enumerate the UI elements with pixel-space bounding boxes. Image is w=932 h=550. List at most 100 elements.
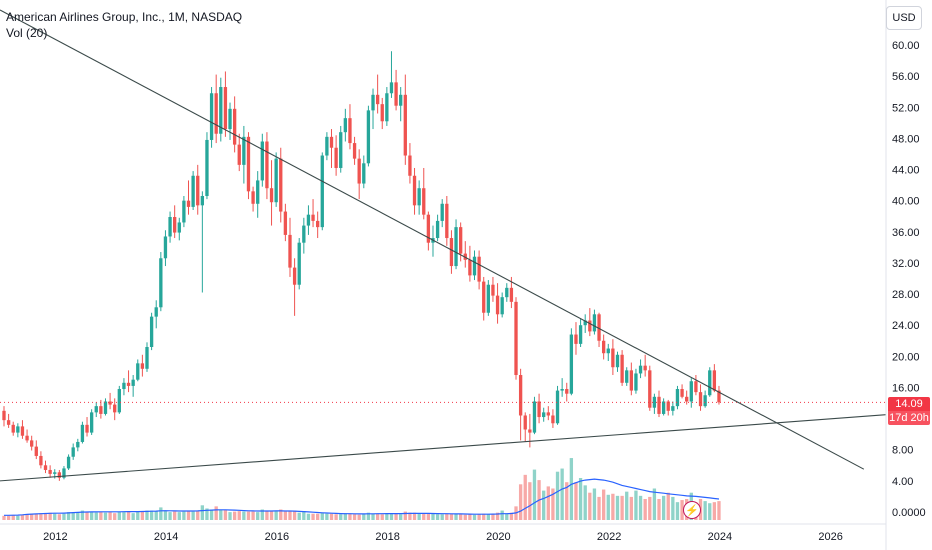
candle: [680, 384, 684, 399]
volume-bar: [260, 509, 264, 520]
candle-body: [62, 468, 66, 478]
volume-bar: [182, 511, 186, 520]
candle: [339, 125, 343, 173]
volume-bar: [34, 514, 38, 520]
trendline-descending[interactable]: [0, 9, 865, 470]
candle: [352, 136, 357, 165]
candle-body: [182, 200, 186, 223]
candle: [62, 466, 66, 480]
candle: [426, 211, 431, 251]
candle: [648, 365, 652, 411]
volume-bar: [20, 514, 25, 520]
candle: [357, 149, 361, 200]
candle: [403, 74, 407, 165]
volume-bar: [352, 514, 357, 520]
candle-body: [126, 382, 131, 386]
candle: [168, 211, 172, 243]
volume-bar: [122, 512, 126, 520]
volume-bar: [472, 514, 477, 520]
candle: [694, 375, 698, 396]
volume-indicator-label[interactable]: Vol (20): [6, 26, 48, 40]
volume-bar: [30, 513, 34, 520]
volume-bar: [440, 514, 444, 520]
volume-bar: [661, 495, 666, 520]
candle: [408, 143, 412, 184]
price-tick-label: 48.00: [892, 133, 920, 145]
candle-body: [389, 82, 394, 94]
price-tick-label: 24.00: [892, 320, 920, 332]
candle: [251, 186, 255, 212]
volume-bar: [449, 513, 454, 520]
candle-body: [680, 389, 684, 397]
candle-body: [601, 340, 606, 354]
volume-bar: [173, 511, 177, 520]
candle-body: [532, 401, 537, 433]
volume-bar: [99, 511, 103, 520]
symbol-title[interactable]: American Airlines Group, Inc., 1M, NASDA…: [6, 10, 243, 24]
volume-bar: [362, 514, 366, 520]
candle-body: [108, 401, 112, 405]
candle-body: [265, 141, 269, 189]
candle: [675, 385, 680, 410]
candle: [71, 443, 75, 460]
candle-body: [292, 267, 297, 285]
candle: [477, 250, 481, 290]
volume-bar: [523, 474, 527, 520]
volume-bar: [288, 510, 292, 520]
volume-bar: [48, 512, 52, 520]
candle-body: [131, 379, 135, 386]
candle-body: [53, 472, 57, 474]
candle: [385, 87, 389, 126]
volume-bar: [486, 514, 490, 520]
candle-body: [597, 314, 601, 341]
price-axis[interactable]: 60.00 56.00 52.00 48.00 44.00 40.00 36.00 32.00…: [892, 40, 926, 519]
price-tick-label: 32.00: [892, 258, 920, 270]
volume-bar: [620, 495, 624, 520]
volume-bar: [459, 514, 463, 520]
volume-bar: [43, 513, 48, 520]
volume-bar: [435, 514, 440, 520]
volume-bar: [412, 512, 417, 520]
candle-body: [34, 446, 38, 456]
time-tick-label: 2022: [597, 531, 621, 543]
candle: [643, 354, 647, 377]
trendline-ascending[interactable]: [0, 414, 887, 482]
volume-bar: [237, 511, 241, 520]
candle-body: [689, 381, 693, 402]
lightning-icon[interactable]: ⚡: [683, 501, 701, 519]
candle: [136, 359, 140, 382]
candle-body: [546, 412, 550, 416]
candle-body: [399, 94, 403, 106]
candle: [366, 105, 371, 167]
candle: [260, 133, 264, 187]
volume-bar: [578, 478, 583, 520]
candle: [463, 241, 467, 268]
candle-body: [454, 227, 458, 267]
candle: [422, 167, 426, 220]
candle-body: [306, 214, 311, 226]
candle: [514, 297, 518, 380]
candle-body: [242, 136, 246, 165]
candle-body: [592, 314, 597, 332]
candle: [362, 155, 366, 189]
volume-bar: [168, 512, 172, 520]
volume-bar: [371, 513, 375, 520]
candle-body: [219, 87, 223, 134]
price-tick-label: 52.00: [892, 102, 920, 114]
candle: [25, 429, 29, 443]
candle-body: [2, 410, 6, 421]
volume-bar: [265, 510, 269, 520]
candle: [269, 160, 274, 226]
candle: [445, 195, 449, 246]
trendlines[interactable]: [0, 9, 887, 482]
candle: [154, 300, 158, 329]
currency-button[interactable]: USD: [886, 6, 922, 30]
volume-bar: [422, 513, 426, 520]
candle-body: [583, 320, 587, 326]
candle-body: [629, 370, 633, 391]
time-axis[interactable]: 2012 2014 2016 2018 2020 2022 2024 2026: [43, 531, 843, 543]
volume-bar: [583, 485, 587, 520]
candle: [159, 252, 163, 312]
candle: [449, 230, 454, 274]
